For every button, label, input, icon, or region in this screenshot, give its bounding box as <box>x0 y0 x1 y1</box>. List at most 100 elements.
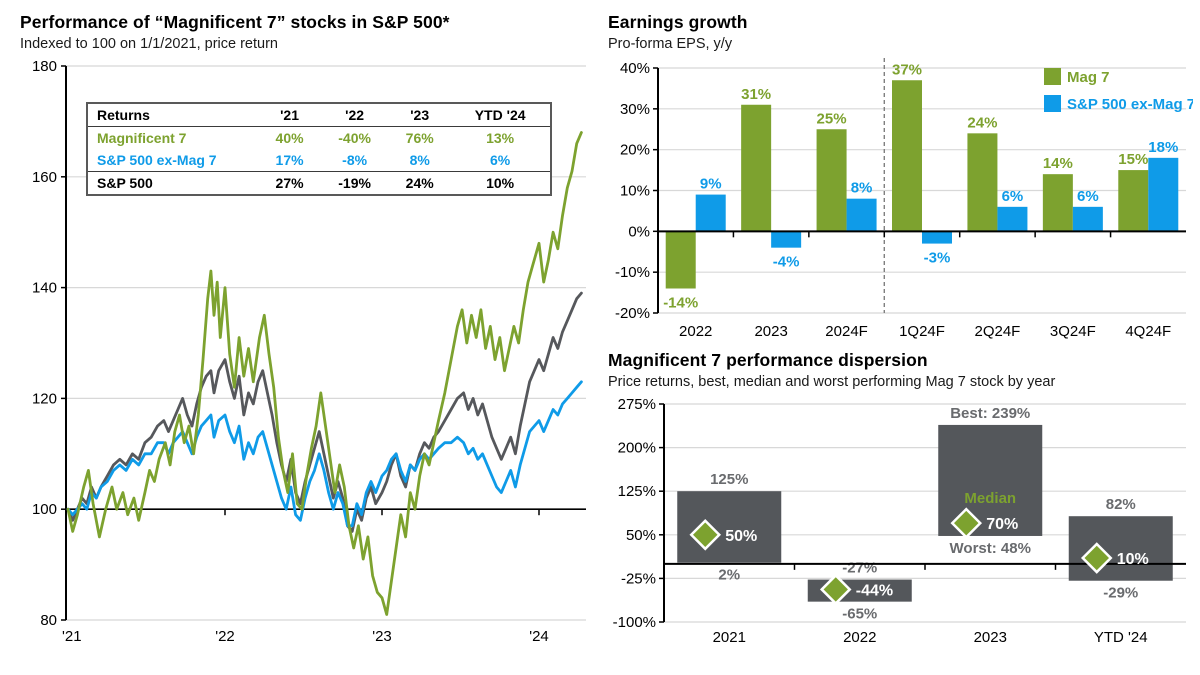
returns-table-header: Returns '21 '22 '23 YTD '24 <box>88 104 550 127</box>
dispersion-subtitle: Price returns, best, median and worst pe… <box>608 374 1056 390</box>
best-value-label: 82% <box>1106 496 1136 513</box>
earnings-bar-chart: 40% 30% 20% 10% 0% -10% -20% -14% 9% 2022 31% -4% 20… <box>615 58 1193 340</box>
x-axis-label: 2023 <box>754 323 787 340</box>
x-axis-label: 3Q24F <box>1050 323 1096 340</box>
median-value-label: -44% <box>856 582 893 599</box>
bar-sp500-ex-mag7 <box>922 231 952 244</box>
legend-swatch-sp500-ex-mag7 <box>1044 95 1061 112</box>
returns-header-21: '21 <box>259 104 321 127</box>
x-axis-label: 2021 <box>713 629 746 646</box>
returns-header-22: '22 <box>320 104 390 127</box>
returns-table: Returns '21 '22 '23 YTD '24 Magnificent … <box>86 102 552 196</box>
y-axis-label: 30% <box>620 101 650 118</box>
returns-header-label: Returns <box>88 104 259 127</box>
best-value-label: 125% <box>710 471 748 488</box>
x-axis-label: 2024F <box>825 323 868 340</box>
table-row-mag7: Magnificent 7 40% -40% 76% 13% <box>88 127 550 150</box>
median-word-label: Median <box>964 490 1016 507</box>
row-label: Magnificent 7 <box>97 130 187 146</box>
returns-header-23: '23 <box>389 104 451 127</box>
median-value-label: 70% <box>986 516 1018 533</box>
best-value-label: -27% <box>842 560 877 577</box>
bar-sp500-ex-mag7 <box>997 206 1028 232</box>
cell-value: 8% <box>409 152 430 168</box>
x-axis-label: '21 <box>62 628 82 645</box>
bar-value-label-mag7: 25% <box>817 110 847 127</box>
worst-value-label: -65% <box>842 606 877 623</box>
y-axis-label: 80 <box>40 612 57 629</box>
table-row-sp500-ex-mag7: S&P 500 ex-Mag 7 17% -8% 8% 6% <box>88 149 550 172</box>
y-axis-label: -25% <box>621 570 656 587</box>
bar-value-label-mag7: 15% <box>1118 151 1148 168</box>
bar-sp500-ex-mag7 <box>846 198 877 232</box>
bar-value-label-mag7: 14% <box>1043 155 1073 172</box>
earnings-panel: Earnings growth Pro-forma EPS, y/y 40% 30… <box>608 10 1196 346</box>
cell-value: 17% <box>275 152 304 168</box>
median-value-label: 50% <box>725 528 757 545</box>
legend-label-mag7: Mag 7 <box>1067 69 1110 86</box>
earnings-title: Earnings growth <box>608 12 748 32</box>
x-axis-label: 2022 <box>843 629 876 646</box>
cell-value: -19% <box>320 171 390 194</box>
worst-value-label: Worst: 48% <box>950 540 1031 557</box>
cell-value: 76% <box>405 130 434 146</box>
bar-value-label-sp500-ex-mag7: -3% <box>924 250 951 267</box>
y-axis-label: 275% <box>618 396 656 413</box>
x-axis-label: 4Q24F <box>1125 323 1171 340</box>
x-axis-label: 2Q24F <box>974 323 1020 340</box>
x-axis-label: '23 <box>372 628 392 645</box>
legend-label-sp500-ex-mag7: S&P 500 ex-Mag 7 <box>1067 96 1193 113</box>
best-value-label: Best: 239% <box>950 405 1030 422</box>
dispersion-panel: Magnificent 7 performance dispersion Pri… <box>608 348 1196 668</box>
x-axis-label: '24 <box>529 628 549 645</box>
y-axis-label: -10% <box>615 264 650 281</box>
cell-value: 10% <box>450 171 550 194</box>
y-axis-label: 200% <box>618 440 656 457</box>
cell-value: 13% <box>486 130 515 146</box>
y-axis-label: 180 <box>32 58 57 75</box>
bar-sp500-ex-mag7 <box>1148 157 1179 232</box>
bar-value-label-sp500-ex-mag7: -4% <box>773 254 800 271</box>
median-diamond-marker <box>689 519 722 551</box>
bar-sp500-ex-mag7 <box>695 194 726 232</box>
y-axis-label: 20% <box>620 142 650 159</box>
worst-value-label: -29% <box>1103 585 1138 602</box>
range-bar <box>1068 516 1173 581</box>
bar-value-label-sp500-ex-mag7: 6% <box>1077 188 1099 205</box>
y-axis-label: 120 <box>32 390 57 407</box>
median-value-label: 10% <box>1117 551 1149 568</box>
y-axis-label: -100% <box>613 614 656 631</box>
bar-value-label-sp500-ex-mag7: 18% <box>1148 139 1178 156</box>
returns-header-ytd24: YTD '24 <box>450 104 550 127</box>
y-axis-label: 140 <box>32 280 57 297</box>
bar-sp500-ex-mag7 <box>1072 206 1103 232</box>
bar-mag7 <box>892 80 922 232</box>
cell-value: 27% <box>259 171 321 194</box>
legend-swatch-mag7 <box>1044 68 1061 85</box>
bar-mag7 <box>1042 174 1073 232</box>
row-label: S&P 500 <box>88 171 259 194</box>
bar-mag7 <box>1118 170 1149 232</box>
bar-mag7 <box>967 133 998 232</box>
cell-value: -8% <box>342 152 368 168</box>
y-axis-label: 40% <box>620 60 650 77</box>
x-axis-label: 2023 <box>974 629 1007 646</box>
earnings-subtitle: Pro-forma EPS, y/y <box>608 36 733 52</box>
dispersion-title: Magnificent 7 performance dispersion <box>608 350 928 370</box>
bar-value-label-mag7: -14% <box>663 295 698 312</box>
bar-mag7 <box>665 231 696 289</box>
bar-value-label-sp500-ex-mag7: 8% <box>851 180 873 197</box>
series-line-s-p-500 <box>66 291 583 533</box>
bar-value-label-mag7: 24% <box>967 114 997 131</box>
range-bar <box>938 424 1043 536</box>
bar-value-label-mag7: 31% <box>741 86 771 103</box>
y-axis-label: 100 <box>32 501 57 518</box>
performance-panel: Performance of “Magnificent 7” stocks in… <box>20 10 605 670</box>
x-axis-label: YTD '24 <box>1094 629 1148 646</box>
worst-value-label: 2% <box>718 567 740 584</box>
x-axis-label: 2022 <box>679 323 712 340</box>
y-axis-label: 50% <box>626 527 656 544</box>
bar-value-label-mag7: 37% <box>892 61 922 78</box>
median-diamond-marker <box>950 507 983 539</box>
bar-value-label-sp500-ex-mag7: 6% <box>1002 188 1024 205</box>
